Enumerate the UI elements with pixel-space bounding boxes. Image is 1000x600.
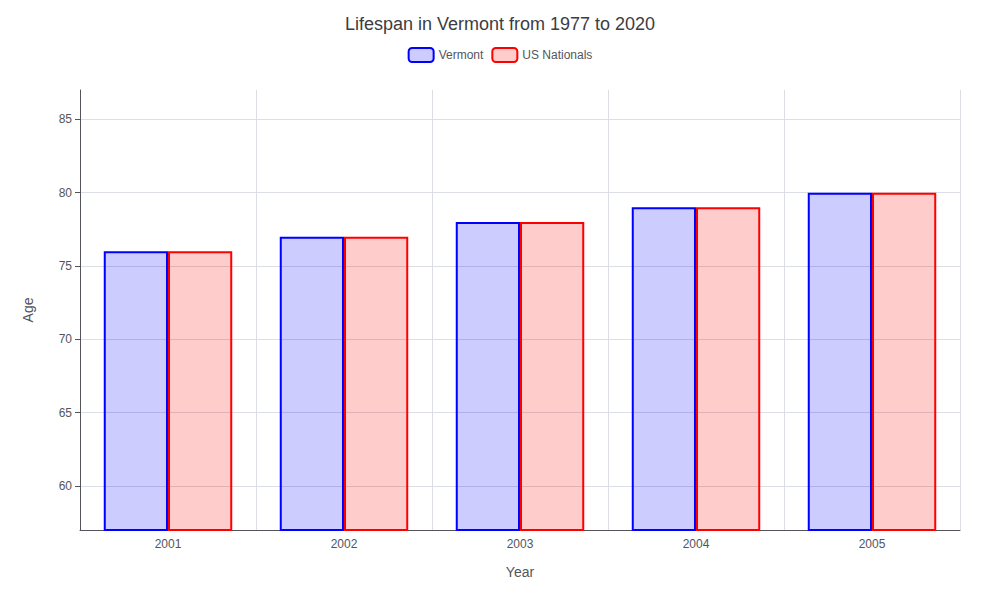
svg-text:65: 65: [59, 406, 73, 420]
svg-text:75: 75: [59, 259, 73, 273]
svg-text:Vermont: Vermont: [439, 48, 484, 62]
svg-text:Lifespan in Vermont from 1977: Lifespan in Vermont from 1977 to 2020: [345, 14, 655, 34]
svg-text:2004: 2004: [683, 537, 710, 551]
svg-text:Year: Year: [506, 564, 535, 580]
svg-text:80: 80: [59, 186, 73, 200]
svg-text:2001: 2001: [155, 537, 182, 551]
svg-text:60: 60: [59, 479, 73, 493]
svg-text:85: 85: [59, 112, 73, 126]
svg-text:2005: 2005: [859, 537, 886, 551]
svg-text:Age: Age: [20, 297, 36, 322]
svg-text:70: 70: [59, 332, 73, 346]
svg-text:US Nationals: US Nationals: [522, 48, 592, 62]
svg-text:2003: 2003: [507, 537, 534, 551]
svg-text:2002: 2002: [331, 537, 358, 551]
